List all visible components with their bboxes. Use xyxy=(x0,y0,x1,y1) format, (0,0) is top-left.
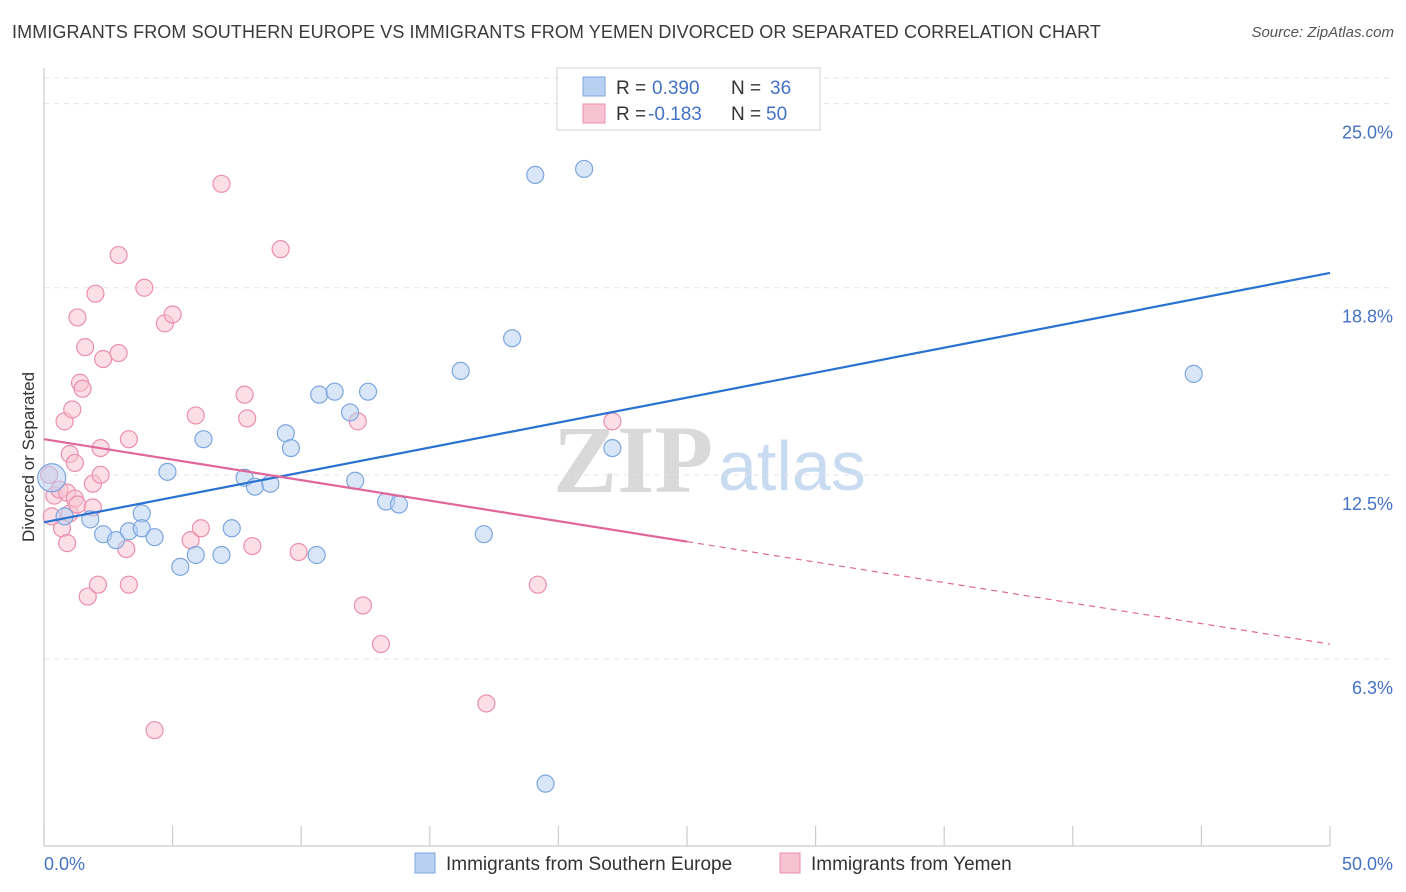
trend-southern-europe-solid xyxy=(43,271,1331,524)
point-southern-europe xyxy=(37,463,67,493)
point-yemen xyxy=(477,694,496,713)
point-yemen xyxy=(603,412,622,431)
bottom-legend-swatch-blue xyxy=(414,852,436,874)
point-yemen xyxy=(212,174,231,193)
point-southern-europe xyxy=(281,438,301,458)
point-yemen xyxy=(65,453,84,473)
legend-n-value-blue: 36 xyxy=(770,78,791,99)
trend-yemen-dashed xyxy=(686,541,1331,645)
y-tick-label: 6.3% xyxy=(1352,678,1393,698)
point-southern-europe xyxy=(340,403,360,422)
point-yemen xyxy=(289,542,308,562)
point-southern-europe xyxy=(132,519,151,538)
point-yemen xyxy=(109,343,128,363)
point-southern-europe xyxy=(194,430,213,449)
point-yemen xyxy=(86,284,105,303)
point-southern-europe xyxy=(145,528,164,547)
point-southern-europe xyxy=(222,519,241,538)
point-yemen xyxy=(58,534,77,553)
point-southern-europe xyxy=(106,531,126,550)
legend-n-label-pink: N = xyxy=(731,104,761,125)
point-yemen xyxy=(371,634,391,654)
legend-r-label-blue: R = xyxy=(616,78,646,99)
point-yemen xyxy=(528,575,547,594)
point-yemen xyxy=(91,465,110,484)
point-southern-europe xyxy=(171,557,190,576)
point-southern-europe xyxy=(536,774,555,793)
point-southern-europe xyxy=(451,361,470,380)
series-legend: Immigrants from Southern Europe Immigran… xyxy=(414,852,1012,875)
point-yemen xyxy=(238,409,257,428)
bottom-legend-swatch-pink xyxy=(779,852,801,874)
legend-n-label-blue: N = xyxy=(731,78,761,99)
x-axis-ticks xyxy=(43,826,1331,846)
point-southern-europe xyxy=(474,525,493,544)
point-yemen xyxy=(145,721,164,740)
legend-r-value-blue: 0.390 xyxy=(652,78,700,99)
point-southern-europe xyxy=(212,545,231,565)
point-yemen xyxy=(191,519,210,538)
y-axis-tick-labels: 6.3% 12.5% 18.8% 25.0% xyxy=(1342,123,1393,698)
bottom-legend-label-pink: Immigrants from Yemen xyxy=(811,854,1012,875)
source-credit: Source: ZipAtlas.com xyxy=(1251,24,1394,41)
watermark-zip: ZIP xyxy=(553,406,713,513)
stats-legend: R = 0.390 N = 36 R = -0.183 N = 50 xyxy=(556,67,821,131)
legend-r-value-pink: -0.183 xyxy=(648,104,702,125)
point-yemen xyxy=(78,587,97,606)
legend-r-label-pink: R = xyxy=(616,104,646,125)
x-tick-label-max: 50.0% xyxy=(1342,854,1393,874)
legend-swatch-blue xyxy=(582,76,606,97)
x-tick-label-min: 0.0% xyxy=(44,854,85,874)
point-yemen xyxy=(88,575,108,594)
legend-n-value-pink: 50 xyxy=(766,104,787,125)
point-yemen xyxy=(76,338,95,357)
point-southern-europe xyxy=(389,495,409,514)
point-southern-europe xyxy=(310,385,329,404)
point-yemen xyxy=(235,385,254,404)
point-southern-europe xyxy=(1184,364,1203,383)
point-yemen xyxy=(243,536,262,556)
point-yemen xyxy=(73,379,92,398)
y-tick-label: 25.0% xyxy=(1342,123,1393,143)
bottom-legend-label-blue: Immigrants from Southern Europe xyxy=(446,854,732,875)
point-southern-europe xyxy=(307,545,326,565)
point-southern-europe xyxy=(186,545,205,565)
point-yemen xyxy=(353,596,373,615)
series-yemen xyxy=(40,174,622,740)
point-yemen xyxy=(119,430,138,449)
point-yemen xyxy=(68,495,87,514)
chart-title: IMMIGRANTS FROM SOUTHERN EUROPE VS IMMIG… xyxy=(12,22,1102,42)
point-yemen xyxy=(163,305,182,324)
point-southern-europe xyxy=(603,438,622,458)
point-yemen xyxy=(119,575,138,594)
watermark-atlas: atlas xyxy=(718,427,866,505)
point-southern-europe xyxy=(358,382,378,401)
point-southern-europe xyxy=(503,329,522,348)
trend-lines xyxy=(43,271,1331,645)
point-yemen xyxy=(135,278,154,297)
point-yemen xyxy=(271,240,290,259)
trend-yemen-solid xyxy=(43,438,688,543)
point-yemen xyxy=(63,400,82,419)
watermark: ZIP atlas xyxy=(553,406,866,513)
series-southern-europe xyxy=(37,159,1203,793)
y-tick-label: 18.8% xyxy=(1342,307,1393,327)
legend-swatch-pink xyxy=(582,103,606,124)
point-southern-europe xyxy=(325,382,344,401)
point-southern-europe xyxy=(158,462,177,481)
point-yemen xyxy=(94,349,113,369)
point-yemen xyxy=(109,245,128,265)
point-southern-europe xyxy=(526,165,545,185)
point-yemen xyxy=(186,406,205,425)
y-tick-label: 12.5% xyxy=(1342,494,1393,514)
point-yemen xyxy=(68,308,87,327)
y-axis-title: Divorced or Separated xyxy=(19,372,38,542)
point-southern-europe xyxy=(575,159,594,179)
